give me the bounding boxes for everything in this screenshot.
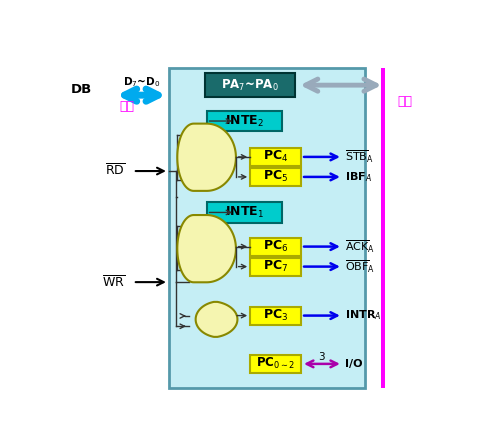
Polygon shape: [177, 215, 236, 282]
Text: $\overline{\rm RD}$: $\overline{\rm RD}$: [105, 164, 125, 179]
FancyBboxPatch shape: [250, 258, 301, 276]
FancyBboxPatch shape: [206, 111, 282, 131]
Text: $\overline{\rm OBF}_A$: $\overline{\rm OBF}_A$: [345, 258, 375, 275]
FancyBboxPatch shape: [250, 355, 301, 373]
FancyBboxPatch shape: [381, 68, 385, 388]
Text: PC$_6$: PC$_6$: [263, 239, 288, 254]
Text: $\overline{\rm WR}$: $\overline{\rm WR}$: [102, 274, 125, 290]
Text: D$_7$~D$_0$: D$_7$~D$_0$: [123, 75, 160, 89]
Text: IBF$_A$: IBF$_A$: [345, 170, 372, 184]
FancyBboxPatch shape: [169, 68, 366, 388]
FancyBboxPatch shape: [205, 73, 296, 97]
Text: INTE$_2$: INTE$_2$: [225, 113, 264, 129]
Text: PC$_7$: PC$_7$: [263, 259, 288, 274]
FancyBboxPatch shape: [250, 168, 301, 186]
Text: PC$_3$: PC$_3$: [263, 308, 288, 323]
FancyBboxPatch shape: [250, 148, 301, 166]
Text: 双向: 双向: [120, 100, 135, 113]
Text: PA$_7$~PA$_0$: PA$_7$~PA$_0$: [221, 78, 279, 93]
Text: PC$_{0\sim2}$: PC$_{0\sim2}$: [256, 356, 295, 371]
Text: INTR$_A$: INTR$_A$: [345, 309, 381, 323]
Text: DB: DB: [71, 83, 92, 96]
Text: 3: 3: [319, 352, 325, 362]
Text: 双向: 双向: [398, 95, 412, 108]
Text: I/O: I/O: [345, 359, 362, 369]
Text: INTE$_1$: INTE$_1$: [225, 205, 264, 220]
Text: PC$_4$: PC$_4$: [263, 149, 288, 164]
FancyBboxPatch shape: [250, 306, 301, 324]
Text: $\overline{\rm STB}_A$: $\overline{\rm STB}_A$: [345, 149, 373, 165]
Text: $\overline{\rm ACK}_A$: $\overline{\rm ACK}_A$: [345, 238, 375, 255]
FancyBboxPatch shape: [206, 202, 282, 223]
FancyBboxPatch shape: [250, 237, 301, 255]
Polygon shape: [196, 302, 238, 337]
Polygon shape: [177, 124, 236, 191]
Text: PC$_5$: PC$_5$: [263, 169, 288, 185]
